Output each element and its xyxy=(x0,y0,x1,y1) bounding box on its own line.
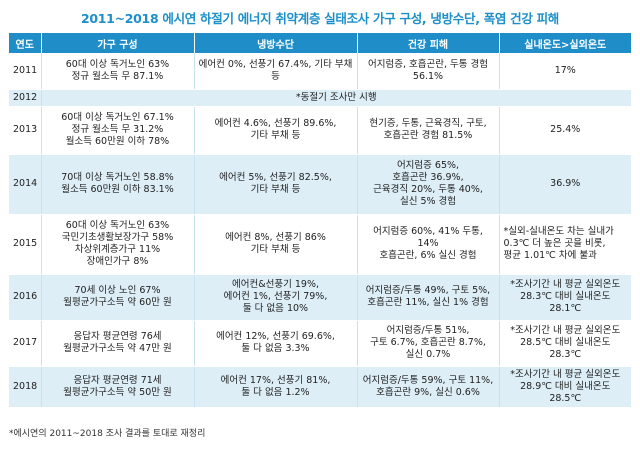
table-row: 2015 60대 이상 독거노인 63% 국민기초생활보장가구 58% 차상위계… xyxy=(9,214,631,275)
cell-household: 70세 이상 노인 67% 월평균가구소득 약 60만 원 xyxy=(40,274,194,321)
cell-temperature: *조사기간 내 평균 실외온도 28.9℃ 대비 실내온도 28.5℃ xyxy=(498,366,631,408)
cell-year: 2016 xyxy=(9,274,41,321)
header-temperature: 실내온도>실외온도 xyxy=(498,33,631,53)
cell-year: 2011 xyxy=(9,53,41,90)
cell-year: 2017 xyxy=(9,320,41,367)
cell-household: 응답자 평균연령 76세 월평균가구소득 약 47만 원 xyxy=(40,320,194,367)
cell-cooling: 에어컨 8%, 선풍기 86% 기타 부채 등 xyxy=(193,214,357,275)
header-cooling: 냉방수단 xyxy=(193,33,357,53)
cell-health: 어지럼증 60%, 41% 두통, 14% 호흡곤란, 6% 실신 경험 xyxy=(356,214,499,275)
cell-household: 70대 이상 독거노인 58.8% 월소득 60만원 이하 83.1% xyxy=(40,154,194,215)
cell-household: 응답자 평균연령 71세 월평균가구소득 약 50만 원 xyxy=(40,366,194,408)
table-row: 2014 70대 이상 독거노인 58.8% 월소득 60만원 이하 83.1%… xyxy=(9,154,631,215)
cell-temperature: *조사기간 내 평균 실외온도 28.5℃ 대비 실내온도 28.3℃ xyxy=(498,320,631,367)
cell-cooling: 에어컨 0%, 선풍기 67.4%, 기타 부채 등 xyxy=(193,53,357,90)
table-row: 2017 응답자 평균연령 76세 월평균가구소득 약 47만 원 에어컨 12… xyxy=(9,320,631,367)
header-health: 건강 피해 xyxy=(356,33,499,53)
cell-health: 어지럼증/두통 51%, 구토 6.7%, 호흡곤란 8.7%, 실신 0.7% xyxy=(356,320,499,367)
table-row: 2016 70세 이상 노인 67% 월평균가구소득 약 60만 원 에어컨&선… xyxy=(9,274,631,321)
page-title: 2011~2018 에시연 하절기 에너지 취약계층 실태조사 가구 구성, 냉… xyxy=(80,11,560,26)
cell-cooling: 에어컨 5%, 선풍기 82.5%, 기타 부채 등 xyxy=(193,154,357,215)
cell-health: 현기증, 두통, 근육경직, 구토, 호흡곤란 경험 81.5% xyxy=(356,106,499,155)
cell-temperature: *실외-실내온도 차는 실내가 0.3℃ 더 높은 곳을 비롯, 평균 1.01… xyxy=(498,214,631,275)
cell-temperature: *조사기간 내 평균 실외온도 28.3℃ 대비 실내온도 28.1℃ xyxy=(498,274,631,321)
header-year: 연도 xyxy=(9,33,41,53)
cell-year: 2012 xyxy=(9,89,41,107)
cell-cooling: 에어컨 17%, 선풍기 81%, 둘 다 없음 1.2% xyxy=(193,366,357,408)
cell-temperature: 36.9% xyxy=(498,154,631,215)
cell-household: 60대 이상 독거노인 63% 정규 월소득 무 87.1% xyxy=(40,53,194,90)
cell-health: 어지럼증 65%, 호흡곤란 36.9%, 근육경직 20%, 두통 40%, … xyxy=(356,154,499,215)
table-row: 2012 *동절기 조사만 시행 xyxy=(9,89,631,107)
cell-year: 2013 xyxy=(9,106,41,155)
cell-cooling: 에어컨&선풍기 19%, 에어컨 1%, 선풍기 79%, 둘 다 없음 10% xyxy=(193,274,357,321)
cell-temperature: 17% xyxy=(498,53,631,90)
cell-household: 60대 이상 독거노인 67.1% 정규 월소득 무 31.2% 월소득 60만… xyxy=(40,106,194,155)
table-header-row: 연도 가구 구성 냉방수단 건강 피해 실내온도>실외온도 xyxy=(9,33,631,53)
cell-cooling: 에어컨 4.6%, 선풍기 89.6%, 기타 부채 등 xyxy=(193,106,357,155)
cell-year: 2018 xyxy=(9,366,41,408)
cell-health: 어지럼증/두통 49%, 구토 5%, 호흡곤란 11%, 실신 1% 경험 xyxy=(356,274,499,321)
table-row: 2011 60대 이상 독거노인 63% 정규 월소득 무 87.1% 에어컨 … xyxy=(9,53,631,90)
cell-household: 60대 이상 독거노인 63% 국민기초생활보장가구 58% 차상위계층가구 1… xyxy=(40,214,194,275)
cell-health: 어지럼증, 호흡곤란, 두통 경험 56.1% xyxy=(356,53,499,90)
survey-table: 연도 가구 구성 냉방수단 건강 피해 실내온도>실외온도 2011 60대 이… xyxy=(9,33,631,408)
cell-year: 2015 xyxy=(9,214,41,275)
header-household: 가구 구성 xyxy=(40,33,194,53)
footnote: *에시연의 2011~2018 조사 결과를 토대로 재정리 xyxy=(9,429,206,439)
cell-temperature: 25.4% xyxy=(498,106,631,155)
cell-year: 2014 xyxy=(9,154,41,215)
table-row: 2018 응답자 평균연령 71세 월평균가구소득 약 50만 원 에어컨 17… xyxy=(9,366,631,408)
cell-health: 어지럼증/두통 59%, 구토 11%, 호흡곤란 9%, 실신 0.6% xyxy=(356,366,499,408)
cell-cooling: 에어컨 12%, 선풍기 69.6%, 둘 다 없음 3.3% xyxy=(193,320,357,367)
cell-note: *동절기 조사만 시행 xyxy=(40,89,631,107)
table-row: 2013 60대 이상 독거노인 67.1% 정규 월소득 무 31.2% 월소… xyxy=(9,106,631,155)
